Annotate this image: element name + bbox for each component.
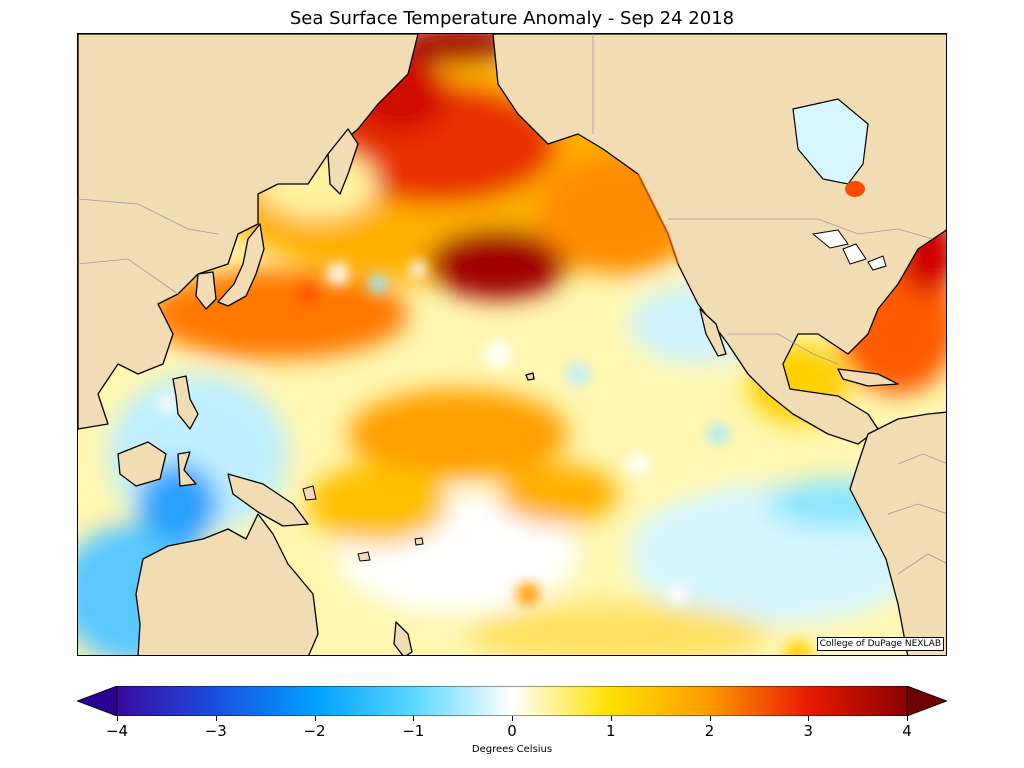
colorbar-tick-label: −4	[105, 722, 129, 740]
great-lakes	[811, 229, 887, 271]
colorbar-tick-label: 4	[902, 722, 912, 740]
new-zealand-islands	[393, 621, 413, 655]
colorbar-extend-low	[77, 686, 118, 716]
asia-landmass	[78, 34, 419, 430]
sst-anomaly-map: College of DuPage NEXLAB	[77, 33, 947, 656]
credit-label: College of DuPage NEXLAB	[816, 637, 944, 651]
pacific-islands	[302, 485, 424, 562]
baja-california	[699, 308, 727, 357]
colorbar-tick-mark	[808, 716, 810, 721]
colorbar-tick-mark	[413, 716, 415, 721]
colorbar	[77, 686, 947, 716]
japan-islands	[217, 223, 265, 307]
map-title: Sea Surface Temperature Anomaly - Sep 24…	[289, 8, 735, 29]
political-borders	[78, 34, 946, 575]
colorbar-tick-mark	[709, 716, 711, 721]
south-america-landmass	[849, 411, 946, 655]
colorbar-tick-label: −3	[204, 722, 227, 740]
hawaii-islands	[525, 372, 535, 381]
colorbar-extend-high	[906, 686, 947, 716]
colorbar-units-label: Degrees Celsius	[471, 744, 553, 755]
colorbar-body	[116, 686, 908, 716]
hudson-bay-warm-spot	[845, 181, 865, 197]
colorbar-tick-label: 1	[605, 722, 616, 740]
new-guinea-island	[227, 473, 309, 527]
philippines-islands	[172, 375, 199, 430]
borneo-island	[117, 441, 167, 487]
colorbar-tick-mark	[314, 716, 316, 721]
colorbar-tick-label: 3	[803, 722, 814, 740]
colorbar-tick-label: 2	[704, 722, 715, 740]
colorbar-tick-mark	[117, 716, 118, 721]
kamchatka-peninsula	[327, 128, 359, 195]
australia-landmass	[135, 513, 319, 655]
colorbar-tick-mark	[512, 716, 513, 721]
colorbar-tick-label: 0	[507, 722, 517, 740]
map-canvas	[78, 34, 946, 655]
colorbar-tick-mark	[907, 716, 908, 721]
colorbar-tick-mark	[610, 716, 612, 721]
colorbar-tick-label: −2	[303, 722, 326, 740]
cuba-island	[837, 368, 899, 387]
colorbar-tick-label: −1	[402, 722, 425, 740]
colorbar-ticks: −4 −3 −2 −1 0 1 2 3 4	[0, 716, 1024, 740]
hudson-bay	[792, 98, 869, 185]
colorbar-tick-mark	[215, 716, 217, 721]
alaska-coast-warm	[636, 173, 680, 265]
sulawesi-island	[177, 451, 197, 487]
korea-peninsula	[195, 271, 217, 310]
